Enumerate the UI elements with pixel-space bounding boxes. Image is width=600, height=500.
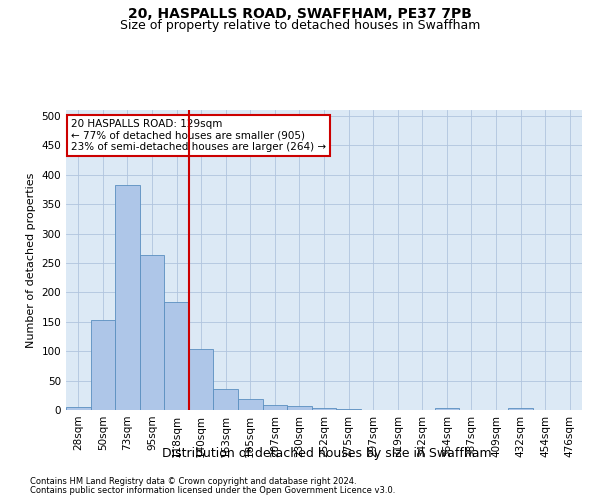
Text: 20 HASPALLS ROAD: 129sqm
← 77% of detached houses are smaller (905)
23% of semi-: 20 HASPALLS ROAD: 129sqm ← 77% of detach…: [71, 119, 326, 152]
Bar: [91, 320, 115, 410]
Text: Contains HM Land Registry data © Crown copyright and database right 2024.: Contains HM Land Registry data © Crown c…: [30, 477, 356, 486]
Bar: [66, 407, 91, 410]
Bar: [434, 408, 459, 410]
Text: 20, HASPALLS ROAD, SWAFFHAM, PE37 7PB: 20, HASPALLS ROAD, SWAFFHAM, PE37 7PB: [128, 8, 472, 22]
Y-axis label: Number of detached properties: Number of detached properties: [26, 172, 36, 348]
Bar: [115, 186, 140, 410]
Bar: [140, 254, 164, 410]
Bar: [189, 350, 214, 410]
Bar: [287, 406, 312, 410]
Bar: [312, 408, 336, 410]
Bar: [508, 408, 533, 410]
Text: Contains public sector information licensed under the Open Government Licence v3: Contains public sector information licen…: [30, 486, 395, 495]
Bar: [263, 404, 287, 410]
Text: Size of property relative to detached houses in Swaffham: Size of property relative to detached ho…: [120, 19, 480, 32]
Bar: [164, 302, 189, 410]
Bar: [238, 399, 263, 410]
Text: Distribution of detached houses by size in Swaffham: Distribution of detached houses by size …: [162, 448, 492, 460]
Bar: [214, 390, 238, 410]
